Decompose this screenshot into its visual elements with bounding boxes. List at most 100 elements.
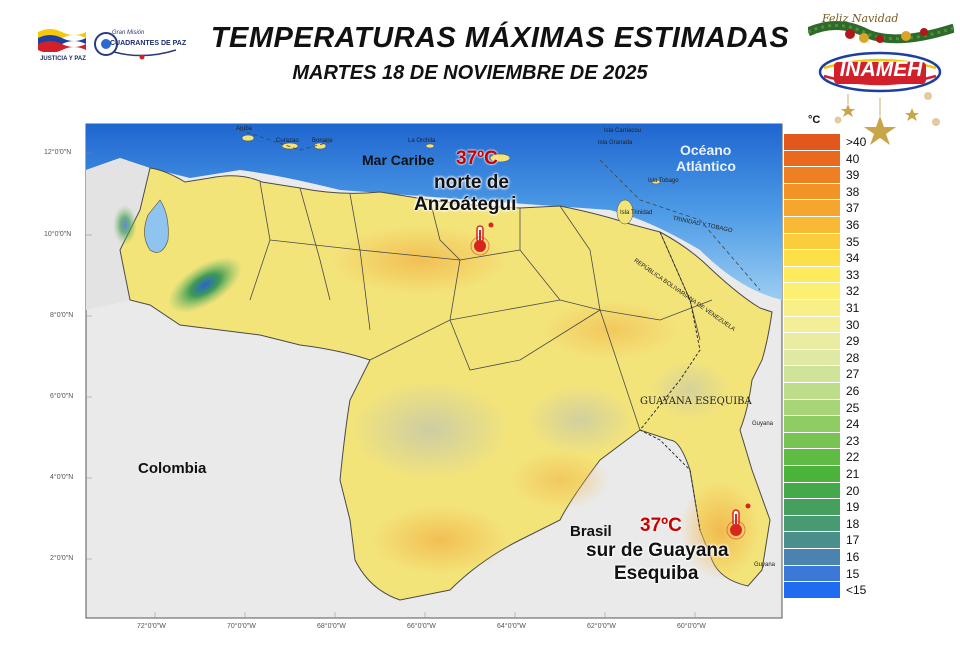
lat-label: 10°0'0"N xyxy=(44,231,72,238)
label-la-orchila: La Orchila xyxy=(408,138,436,144)
annotation-line2-south: Esequiba xyxy=(614,563,699,584)
legend-swatch xyxy=(784,366,840,383)
lake-maracaibo xyxy=(144,199,169,253)
lat-label: 4°0'0"N xyxy=(50,474,74,481)
legend-label: 24 xyxy=(846,417,860,432)
legend-swatch xyxy=(784,134,840,151)
lon-label: 60°0'0"W xyxy=(677,623,706,630)
legend-swatch xyxy=(784,582,840,599)
legend-label: 39 xyxy=(846,168,860,183)
legend-label: 29 xyxy=(846,334,860,349)
gran-mision-logo xyxy=(94,32,177,60)
legend-swatch xyxy=(784,466,840,483)
legend-swatch xyxy=(784,549,840,566)
label-bonaire: Bonaire xyxy=(312,138,333,144)
venezuela-flag-icon xyxy=(38,29,86,52)
legend-label: 17 xyxy=(846,533,860,548)
legend-swatch xyxy=(784,183,840,201)
label-brasil: Brasil xyxy=(570,523,612,540)
legend-swatch xyxy=(784,349,840,367)
legend-swatch xyxy=(784,333,840,350)
guayana-esequiba-border xyxy=(639,231,701,531)
label-guyana: Guyana xyxy=(752,421,774,427)
label-oceano-2: Atlántico xyxy=(676,158,736,174)
inameh-logo xyxy=(818,51,942,93)
legend-swatch xyxy=(784,167,840,184)
lat-label: 2°0'0"N xyxy=(50,555,74,562)
legend-label: 34 xyxy=(846,251,860,266)
label-colombia: Colombia xyxy=(138,460,207,477)
legend-label: 28 xyxy=(846,350,860,365)
legend-swatch xyxy=(784,300,840,317)
legend-label: 40 xyxy=(846,151,860,166)
gran-mision-line2: CUADRANTES DE PAZ xyxy=(110,40,187,47)
state-borders xyxy=(249,181,713,431)
annotation-line1-north: norte de xyxy=(434,172,509,193)
legend-label: 27 xyxy=(846,367,860,382)
andes-cool-zone xyxy=(167,257,243,313)
label-carriacou: Isla Carriacou xyxy=(604,128,642,134)
legend-swatch xyxy=(784,200,840,217)
label-guyana: Guyana xyxy=(754,562,776,568)
lon-label: 70°0'0"W xyxy=(227,623,256,630)
map-subtitle: MARTES 18 DE NOVIEMBRE DE 2025 xyxy=(292,62,648,84)
justicia-paz-label: JUSTICIA Y PAZ xyxy=(40,56,86,62)
annotation-temp-north: 37ºC xyxy=(456,148,498,169)
lat-label: 12°0'0"N xyxy=(44,149,72,156)
label-aruba: Aruba xyxy=(236,126,253,132)
legend-swatch xyxy=(784,499,840,516)
lat-label: 6°0'0"N xyxy=(50,393,74,400)
legend-label: 32 xyxy=(846,284,860,299)
legend-label: 31 xyxy=(846,301,860,315)
islands xyxy=(241,134,661,225)
legend-label: 15 xyxy=(846,566,860,581)
legend-swatch xyxy=(784,233,840,251)
color-legend xyxy=(784,134,840,614)
legend-unit: °C xyxy=(808,114,821,126)
legend-label: 38 xyxy=(846,184,860,199)
legend-label: 21 xyxy=(846,467,860,481)
caribbean-sea xyxy=(86,124,782,300)
legend-swatch xyxy=(784,283,840,300)
legend-label: 36 xyxy=(846,218,860,232)
legend-label: <15 xyxy=(846,583,867,598)
gran-mision-line1: Gran Misión xyxy=(112,30,145,36)
greeting-text: Feliz Navidad xyxy=(822,12,899,25)
legend-swatch xyxy=(784,250,840,267)
thermometer-icon xyxy=(726,509,746,540)
legend-swatch xyxy=(784,565,840,583)
legend-label: >40 xyxy=(846,135,867,149)
lat-label: 8°0'0"N xyxy=(50,312,74,319)
lon-label: 62°0'0"W xyxy=(587,623,616,630)
map-title: TEMPERATURAS MÁXIMAS ESTIMADAS xyxy=(210,22,790,54)
legend-label: 20 xyxy=(846,483,860,498)
legend-swatch xyxy=(784,316,840,334)
legend-swatch xyxy=(784,432,840,450)
star-ornament-icon xyxy=(864,116,896,145)
legend-label: 18 xyxy=(846,516,860,531)
legend-label: 33 xyxy=(846,267,860,282)
legend-swatch xyxy=(784,150,840,168)
legend-label: 37 xyxy=(846,201,860,216)
lon-label: 64°0'0"W xyxy=(497,623,526,630)
legend-swatch xyxy=(784,449,840,466)
lon-label: 66°0'0"W xyxy=(407,623,436,630)
legend-swatch xyxy=(784,383,840,400)
legend-swatch xyxy=(784,266,840,284)
annotation-line2-north: Anzoátegui xyxy=(414,194,517,215)
legend-swatch xyxy=(784,217,840,234)
legend-label: 26 xyxy=(846,384,860,398)
legend-swatch xyxy=(784,416,840,433)
inameh-label: INAMEH xyxy=(839,58,923,81)
legend-label: 23 xyxy=(846,433,860,448)
lon-label: 72°0'0"W xyxy=(137,623,166,630)
label-guayana-esequiba: GUAYANA ESEQUIBA xyxy=(640,396,752,407)
legend-label: 19 xyxy=(846,500,860,515)
annotation-temp-south: 37ºC xyxy=(640,515,682,536)
label-curacao: Curazao xyxy=(276,138,299,144)
legend-label: 16 xyxy=(846,550,860,564)
label-mar-caribe: Mar Caribe xyxy=(362,152,435,168)
label-granada: Isla Granada xyxy=(598,140,633,146)
annotation-line1-south: sur de Guayana xyxy=(586,540,729,561)
